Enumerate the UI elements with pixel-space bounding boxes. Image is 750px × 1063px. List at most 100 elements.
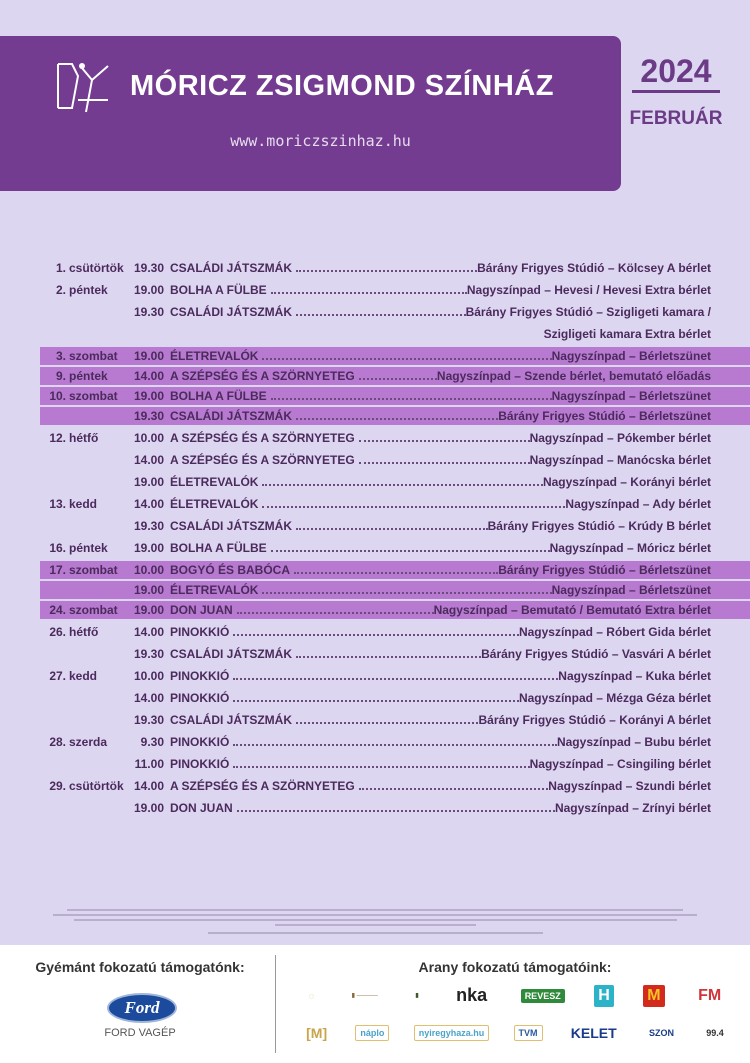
ford-logo: Ford xyxy=(107,993,177,1023)
weekday: szombat xyxy=(69,563,118,577)
show-time: 19.00 xyxy=(133,389,164,403)
dot-leader xyxy=(270,387,552,400)
play-title: A SZÉPSÉG ÉS A SZÖRNYETEG xyxy=(170,453,355,467)
dot-leader xyxy=(262,471,543,486)
dot-leader xyxy=(233,687,519,702)
schedule-row: 19.30 CSALÁDI JÁTSZMÁK Bárány Frigyes Stúd… xyxy=(0,301,750,323)
day-number: 28. xyxy=(49,735,66,749)
show-time: 19.30 xyxy=(133,261,164,275)
diamond-sponsor-title: Gyémánt fokozatú támogatónk: xyxy=(35,959,245,975)
dot-leader xyxy=(296,301,466,316)
play-title: CSALÁDI JÁTSZMÁK xyxy=(170,409,292,423)
schedule-row-highlighted: 19.00 ÉLETREVALÓK Nagyszínpad – Bérletszün… xyxy=(40,581,750,599)
day-number: 24. xyxy=(49,603,66,617)
day-number: 13. xyxy=(49,497,66,511)
show-time: 14.00 xyxy=(133,691,164,705)
venue-subscription: Nagyszínpad – Pókember bérlet xyxy=(529,431,711,445)
play-title: BOLHA A FÜLBE xyxy=(170,541,267,555)
day-number: 10. xyxy=(49,389,66,403)
dot-leader xyxy=(233,731,557,746)
play-title: CSALÁDI JÁTSZMÁK xyxy=(170,305,292,319)
weekday: hétfő xyxy=(69,431,99,445)
schedule-row: 16. péntek 19.00 BOLHA A FÜLBE Nagyszínpad –… xyxy=(0,537,750,559)
show-line: CSALÁDI JÁTSZMÁK Bárány Frigyes Stúdió – … xyxy=(170,301,711,323)
venue-subscription: Bárány Frigyes Stúdió – Vasvári A bérlet xyxy=(481,647,711,661)
show-line: BOLHA A FÜLBE Nagyszínpad – Hevesi / Heve… xyxy=(170,279,711,301)
schedule-row: 14.00 PINOKKIÓ Nagyszínpad – Mézga Géza bé… xyxy=(0,687,750,709)
show-line: PINOKKIÓ Nagyszínpad – Róbert Gida bérlet xyxy=(170,621,711,643)
sponsor-logo: KELET xyxy=(570,1025,617,1041)
weekday: szombat xyxy=(69,349,118,363)
day-number: 9. xyxy=(55,369,66,383)
show-time: 19.30 xyxy=(133,713,164,727)
venue-subscription: Nagyszínpad – Bérletszünet xyxy=(551,349,711,363)
show-line: A SZÉPSÉG ÉS A SZÖRNYETEG Nagyszínpad – P… xyxy=(170,427,711,449)
month: FEBRUÁR xyxy=(629,108,723,129)
schedule-row-highlighted: 10. szombat 19.00 BOLHA A FÜLBE Nagyszínpad … xyxy=(40,387,750,405)
play-title: CSALÁDI JÁTSZMÁK xyxy=(170,261,292,275)
weekday: hétfő xyxy=(69,625,99,639)
show-time: 10.00 xyxy=(133,669,164,683)
schedule-row: 19.30 CSALÁDI JÁTSZMÁK Bárány Frigyes Stúd… xyxy=(0,709,750,731)
day-number: 17. xyxy=(49,563,66,577)
sponsor-logo: 99.4 xyxy=(706,1028,724,1038)
dot-leader xyxy=(296,709,479,724)
schedule-row: 19.30 CSALÁDI JÁTSZMÁK Bárány Frigyes Stúd… xyxy=(0,515,750,537)
show-line: A SZÉPSÉG ÉS A SZÖRNYETEG Nagyszínpad – S… xyxy=(170,775,711,797)
schedule-row: 14.00 A SZÉPSÉG ÉS A SZÖRNYETEG Nagyszínpa… xyxy=(0,449,750,471)
show-time: 14.00 xyxy=(133,369,164,383)
play-title: A SZÉPSÉG ÉS A SZÖRNYETEG xyxy=(170,369,355,383)
schedule-row-highlighted: 19.30 CSALÁDI JÁTSZMÁK Bárány Frigyes Stúd… xyxy=(40,407,750,425)
weekday: péntek xyxy=(69,283,108,297)
show-time: 19.00 xyxy=(133,583,164,597)
year: 2024 xyxy=(632,52,720,93)
day-number: 27. xyxy=(49,669,66,683)
dot-leader xyxy=(358,449,530,464)
schedule-row: 27. kedd 10.00 PINOKKIÓ Nagyszínpad – Kuka b… xyxy=(0,665,750,687)
dot-leader xyxy=(233,753,530,768)
show-line: DON JUAN Nagyszínpad – Bemutató / Bemutat… xyxy=(170,601,711,619)
venue-subscription: Bárány Frigyes Stúdió – Szigligeti kamar… xyxy=(465,305,711,319)
show-line: CSALÁDI JÁTSZMÁK Bárány Frigyes Stúdió – … xyxy=(170,643,711,665)
show-line: PINOKKIÓ Nagyszínpad – Bubu bérlet xyxy=(170,731,711,753)
show-time: 10.00 xyxy=(133,431,164,445)
play-title: PINOKKIÓ xyxy=(170,757,230,771)
show-line: PINOKKIÓ Nagyszínpad – Csingiling bérlet xyxy=(170,753,711,775)
weekday: csütörtök xyxy=(69,779,124,793)
show-line: ÉLETREVALÓK Nagyszínpad – Korányi bérlet xyxy=(170,471,711,493)
play-title: DON JUAN xyxy=(170,603,233,617)
play-title: DON JUAN xyxy=(170,801,233,815)
play-title: BOLHA A FÜLBE xyxy=(170,283,267,297)
dot-leader xyxy=(358,367,437,380)
dot-leader xyxy=(262,581,552,594)
weekday: szombat xyxy=(69,603,118,617)
show-time: 14.00 xyxy=(133,453,164,467)
show-line: CSALÁDI JÁTSZMÁK Bárány Frigyes Stúdió – … xyxy=(170,515,711,537)
show-line: CSALÁDI JÁTSZMÁK Bárány Frigyes Stúdió – … xyxy=(170,709,711,731)
schedule-row: 1. csütörtök 19.30 CSALÁDI JÁTSZMÁK Bárány F… xyxy=(0,257,750,279)
show-time: 19.30 xyxy=(133,409,164,423)
play-title: CSALÁDI JÁTSZMÁK xyxy=(170,713,292,727)
venue-subscription: Bárány Frigyes Stúdió – Korányi A bérlet xyxy=(478,713,711,727)
play-title: A SZÉPSÉG ÉS A SZÖRNYETEG xyxy=(170,431,355,445)
venue-subscription: Nagyszínpad – Hevesi / Hevesi Extra bérl… xyxy=(466,283,711,297)
play-title: A SZÉPSÉG ÉS A SZÖRNYETEG xyxy=(170,779,355,793)
day-number: 26. xyxy=(49,625,66,639)
website-link[interactable]: www.moriczszinhaz.hu xyxy=(230,132,411,150)
theater-name: MÓRICZ ZSIGMOND SZÍNHÁZ xyxy=(130,70,554,102)
day-number: 1. xyxy=(55,261,66,275)
header-banner: MÓRICZ ZSIGMOND SZÍNHÁZ www.moriczszinha… xyxy=(0,36,621,191)
play-title: ÉLETREVALÓK xyxy=(170,475,259,489)
show-time: 14.00 xyxy=(133,497,164,511)
weekday: csütörtök xyxy=(69,261,124,275)
venue-subscription: Nagyszínpad – Szundi bérlet xyxy=(548,779,711,793)
small-print xyxy=(40,906,710,937)
play-title: CSALÁDI JÁTSZMÁK xyxy=(170,519,292,533)
play-title: BOLHA A FÜLBE xyxy=(170,389,267,403)
show-time: 19.00 xyxy=(133,475,164,489)
sponsor-logo: REVESZ xyxy=(520,988,565,1003)
weekday: szombat xyxy=(69,389,118,403)
dot-leader xyxy=(296,515,488,530)
venue-subscription: Nagyszínpad – Szende bérlet, bemutató el… xyxy=(436,369,711,383)
dot-leader xyxy=(236,797,555,812)
